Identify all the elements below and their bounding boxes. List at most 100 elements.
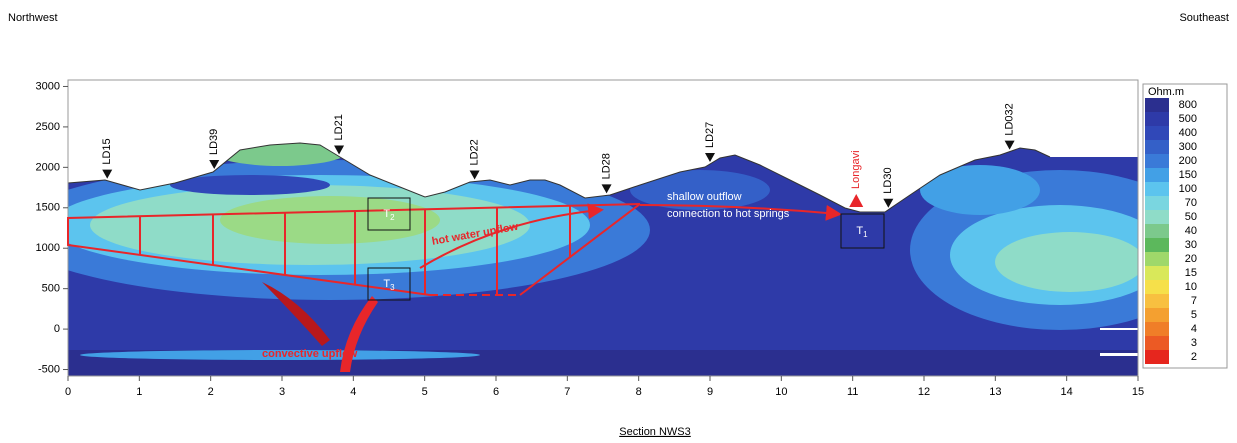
box-label-sub: 3: [390, 283, 395, 292]
y-tick-label: 1500: [36, 202, 60, 214]
station-marker: [1004, 140, 1015, 150]
colorbar-label: 200: [1179, 155, 1197, 167]
annotation: convective upflow: [262, 348, 358, 360]
x-tick-label: 15: [1132, 386, 1144, 398]
colorbar-label: 300: [1179, 141, 1197, 153]
colorbar-label: 15: [1185, 267, 1197, 279]
x-tick-label: 4: [350, 386, 356, 398]
x-tick-label: 5: [422, 386, 428, 398]
volcano-label: Longavi: [850, 150, 862, 189]
colorbar-label: 10: [1185, 281, 1197, 293]
colorbar-label: 70: [1185, 197, 1197, 209]
x-tick-label: 2: [208, 386, 214, 398]
colorbar-swatch: [1145, 280, 1169, 294]
colorbar-label: 150: [1179, 169, 1197, 181]
station-marker: [601, 184, 612, 194]
box-label-main: T: [383, 208, 390, 220]
colorbar-swatch: [1145, 350, 1169, 364]
colorbar-label: 20: [1185, 253, 1197, 265]
station-marker: [705, 153, 715, 162]
direction-label: Northwest: [8, 12, 58, 24]
station-label: LD39: [208, 129, 220, 155]
colorbar-label: 500: [1179, 113, 1197, 125]
colorbar-swatch: [1145, 154, 1169, 168]
station-label: LD032: [1004, 103, 1016, 135]
box-label-sub: 1: [863, 230, 868, 239]
colorbar-swatch: [1145, 336, 1169, 350]
y-tick-label: 3000: [36, 80, 60, 92]
caption: Section NWS3: [619, 426, 691, 438]
colorbar-swatch: [1145, 322, 1169, 336]
x-tick-label: 1: [136, 386, 142, 398]
x-tick-label: 13: [989, 386, 1001, 398]
y-tick-label: 2000: [36, 161, 60, 173]
colorbar-swatch: [1145, 294, 1169, 308]
colorbar-title: Ohm.m: [1148, 86, 1184, 98]
y-tick-label: 0: [54, 323, 60, 335]
colorbar-swatch: [1145, 182, 1169, 196]
box-label-main: T: [856, 225, 863, 237]
colorbar-label: 4: [1191, 323, 1197, 335]
topography: [67, 142, 1051, 213]
station-label: LD21: [333, 114, 345, 140]
station-label: LD15: [101, 138, 113, 164]
box-label-main: T: [383, 278, 390, 290]
colorbar-label: 50: [1185, 211, 1197, 223]
colorbar-swatch: [1145, 140, 1169, 154]
x-tick-label: 12: [918, 386, 930, 398]
box-label-sub: 2: [390, 213, 395, 222]
x-tick-label: 9: [707, 386, 713, 398]
x-tick-label: 10: [775, 386, 787, 398]
annotation: connection to hot springs: [667, 208, 790, 220]
y-tick-label: -500: [38, 363, 60, 375]
colorbar-label: 3: [1191, 337, 1197, 349]
annotation: shallow outflow: [667, 191, 742, 203]
colorbar-swatch: [1145, 112, 1169, 126]
colorbar-label: 5: [1191, 309, 1197, 321]
station-label: LD27: [704, 122, 716, 148]
colorbar-label: 30: [1185, 239, 1197, 251]
station-label: LD28: [600, 153, 612, 179]
colorbar-swatch: [1145, 252, 1169, 266]
colorbar-label: 7: [1191, 295, 1197, 307]
box: [367, 267, 411, 301]
colorbar-swatch: [1145, 224, 1169, 238]
colorbar-label: 40: [1185, 225, 1197, 237]
box-label: T3: [383, 278, 395, 292]
station-marker: [334, 145, 345, 155]
station-marker: [209, 159, 220, 169]
x-tick-label: 11: [847, 386, 858, 398]
colorbar-swatch: [1145, 126, 1169, 140]
x-tick-label: 0: [65, 386, 71, 398]
volcano-marker: [849, 193, 864, 207]
station-marker: [102, 169, 113, 179]
colorbar-swatch: [1145, 266, 1169, 280]
station-marker: [469, 170, 480, 180]
x-tick-label: 8: [636, 386, 642, 398]
colorbar-swatch: [1145, 210, 1169, 224]
colorbar-swatch: [1145, 98, 1169, 112]
box: [840, 213, 885, 249]
y-tick-label: 500: [42, 283, 60, 295]
station-label: LD30: [882, 167, 894, 193]
direction-label: Southeast: [1179, 12, 1229, 24]
colorbar-swatch: [1145, 168, 1169, 182]
x-tick-label: 6: [493, 386, 499, 398]
colorbar-swatch: [1145, 238, 1169, 252]
colorbar-swatch: [1145, 196, 1169, 210]
colorbar-label: 800: [1179, 99, 1197, 111]
y-tick-label: 1000: [36, 242, 60, 254]
box-label: T1: [856, 225, 868, 239]
colorbar-label: 400: [1179, 127, 1197, 139]
y-tick-label: 2500: [36, 121, 60, 133]
x-tick-label: 3: [279, 386, 285, 398]
box: [367, 197, 411, 231]
x-tick-label: 7: [564, 386, 570, 398]
box-label: T2: [383, 208, 395, 222]
station-marker: [883, 198, 894, 208]
conceptual-model: [67, 197, 885, 372]
x-tick-label: 14: [1061, 386, 1073, 398]
colorbar-label: 100: [1179, 183, 1197, 195]
colorbar-swatch: [1145, 308, 1169, 322]
